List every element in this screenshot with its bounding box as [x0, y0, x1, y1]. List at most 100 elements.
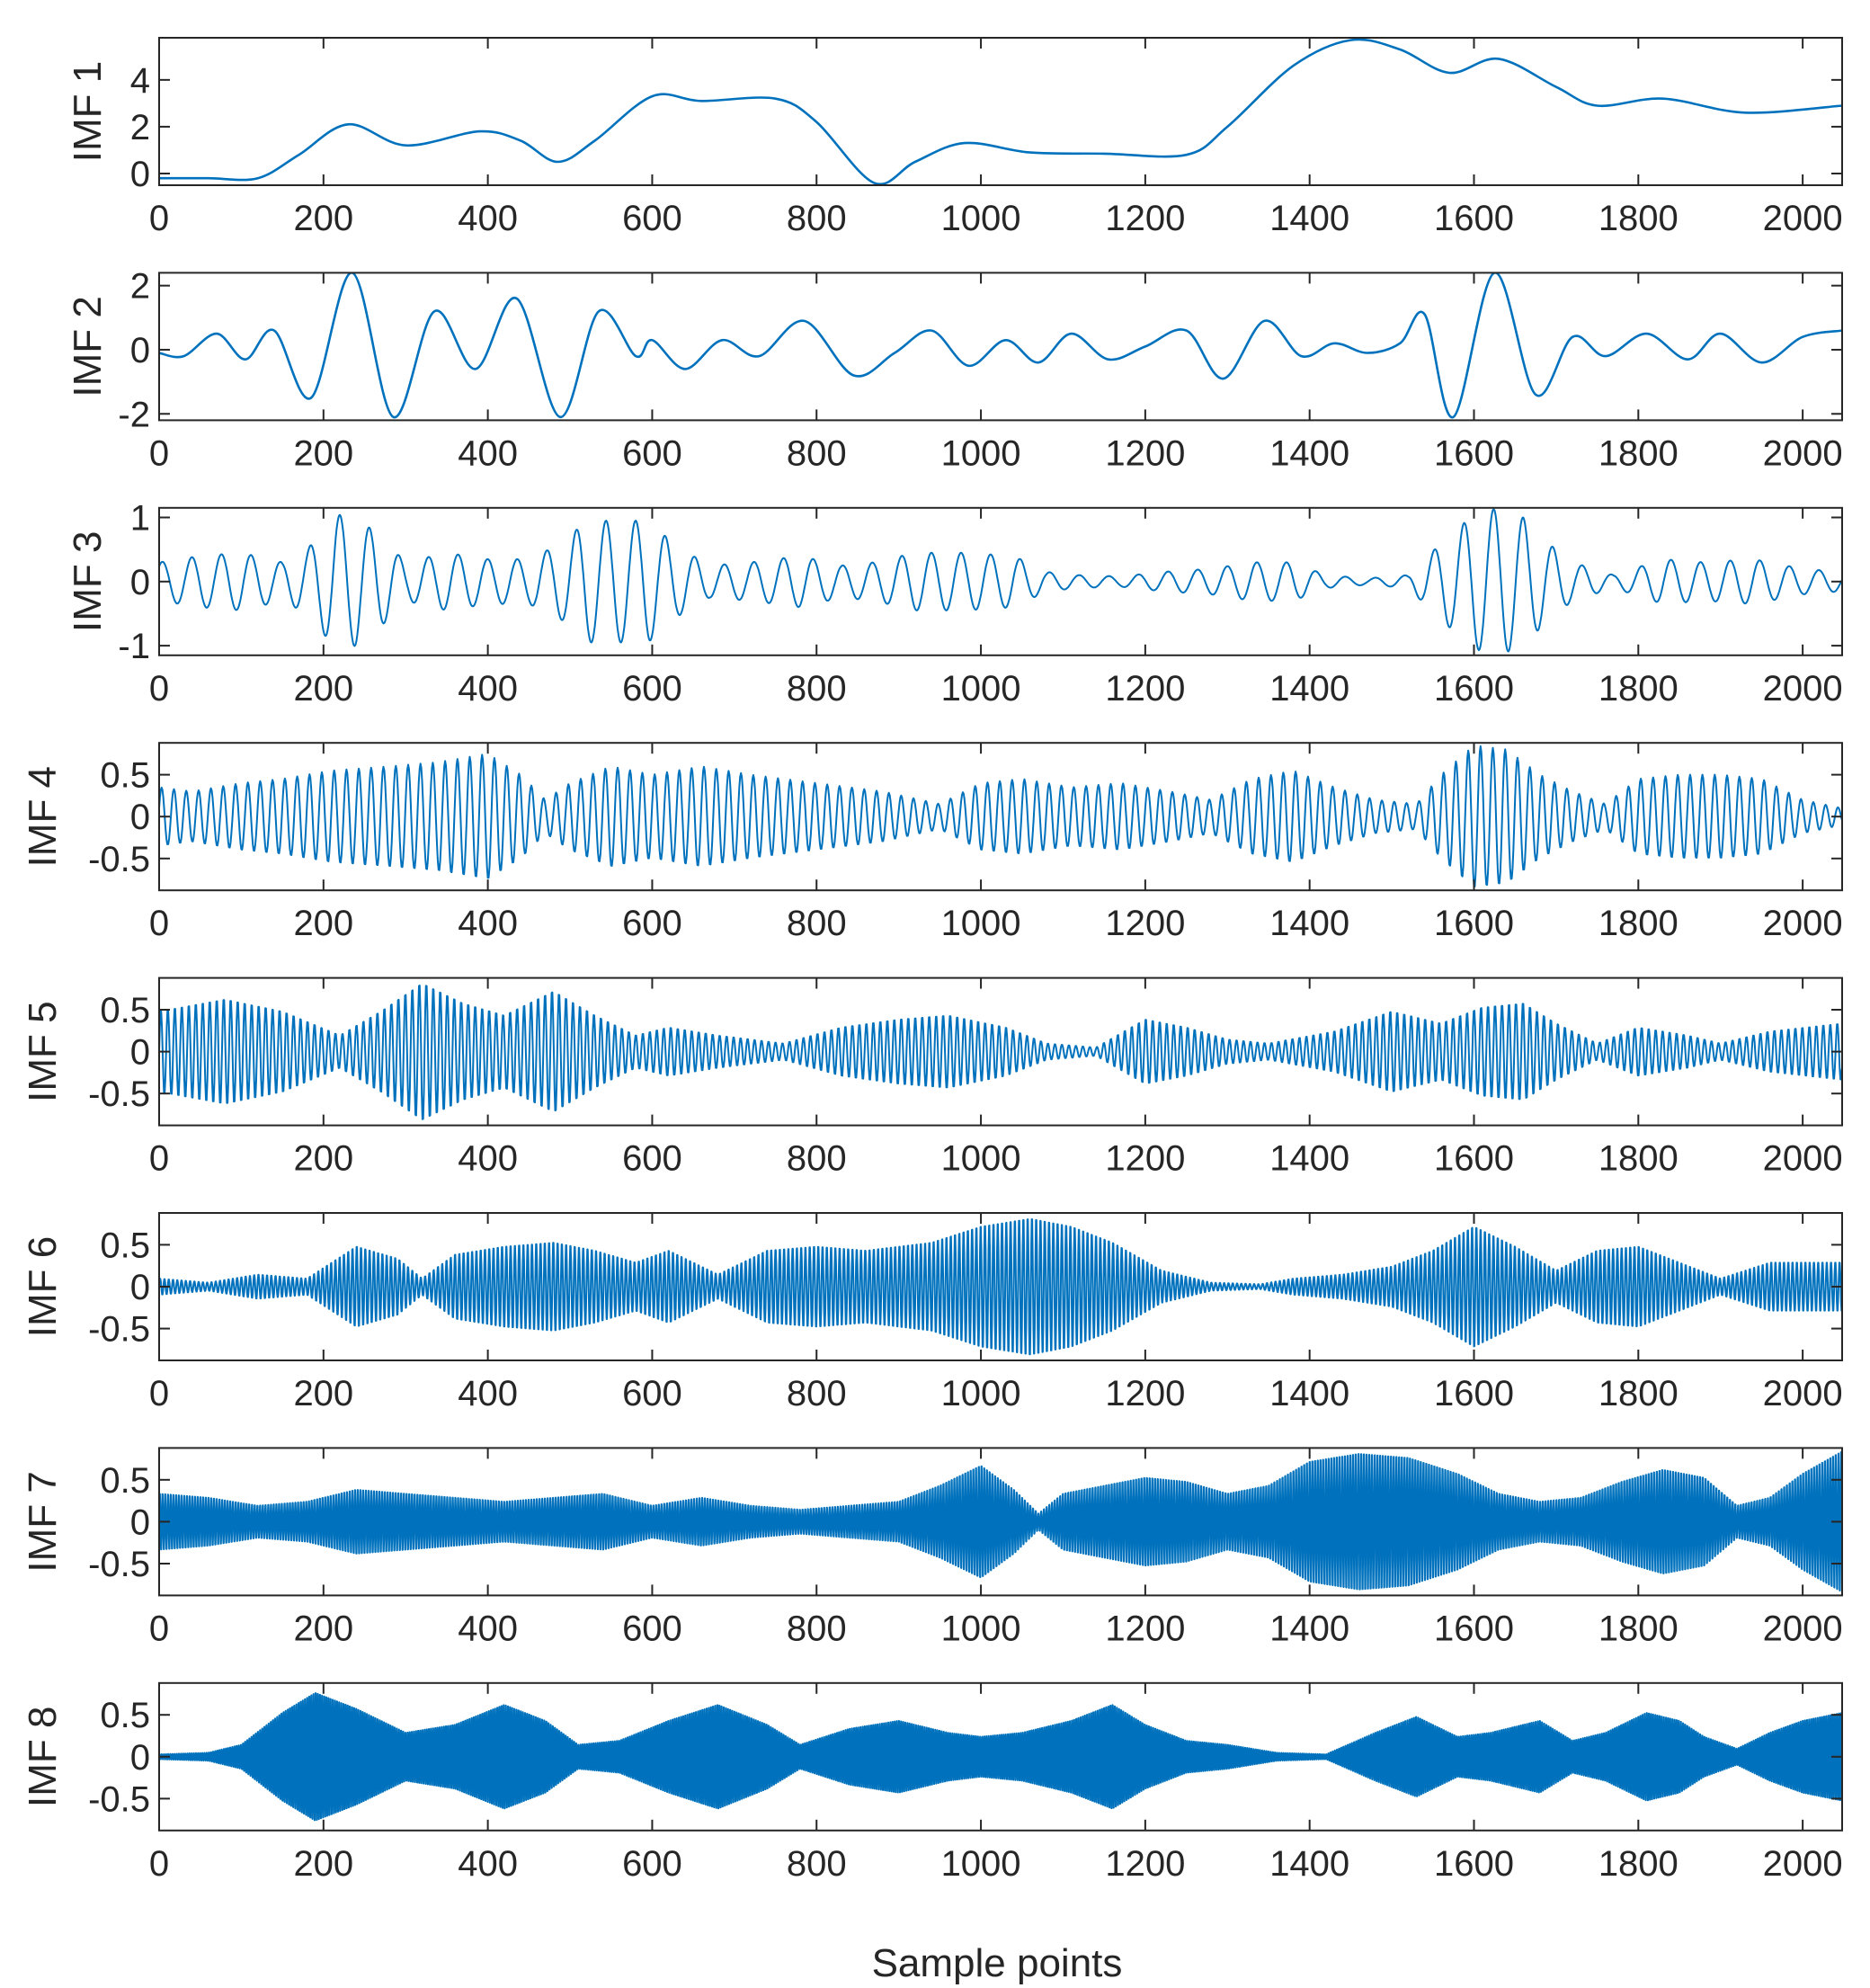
- x-tick-label: 1800: [1598, 433, 1679, 473]
- x-tick-label: 1400: [1269, 433, 1349, 473]
- x-tick-label: 1800: [1598, 199, 1679, 238]
- imf-signal-line: [159, 508, 1842, 653]
- x-tick-label: 1600: [1434, 1374, 1514, 1413]
- imf-panels: 0 200 400 600 800 1000 1200 1400 1600 1800 2000024…: [21, 37, 1843, 1884]
- x-tick-label: 1200: [1105, 1844, 1185, 1884]
- x-tick-label: 1200: [1105, 1609, 1185, 1648]
- y-axis-label: IMF 7: [21, 1471, 65, 1572]
- x-axis-label: Sample points: [872, 1941, 1123, 1985]
- x-tick-label: 2000: [1763, 1844, 1843, 1884]
- x-tick-label: 1600: [1434, 669, 1514, 709]
- x-tick-label: 1800: [1598, 1609, 1679, 1648]
- x-tick-label: 400: [458, 199, 518, 238]
- x-tick-label: 1000: [941, 433, 1021, 473]
- imf-signal-line: [159, 744, 1842, 887]
- y-tick-label: 4: [130, 61, 150, 101]
- y-tick-label: 0: [130, 1502, 150, 1542]
- x-tick-label: 1800: [1598, 1844, 1679, 1884]
- x-tick-label: 1600: [1434, 433, 1514, 473]
- imf-panel-3: 0 200 400 600 800 1000 1200 1400 1600 1800 2000-10…: [66, 498, 1843, 709]
- y-tick-label: -0.5: [88, 840, 150, 879]
- y-tick-label: 2: [130, 267, 150, 307]
- y-axis-label: IMF 1: [66, 61, 110, 162]
- imf-signal-line: [159, 985, 1842, 1120]
- x-tick-label: 400: [458, 1844, 518, 1884]
- x-tick-label: 0: [149, 1844, 169, 1884]
- x-tick-label: 1600: [1434, 1844, 1514, 1884]
- y-tick-label: -0.5: [88, 1074, 150, 1114]
- x-tick-label: 600: [622, 904, 682, 943]
- x-tick-label: 800: [787, 1374, 847, 1413]
- x-tick-label: 1200: [1105, 433, 1185, 473]
- y-tick-label: 0.5: [100, 1461, 150, 1501]
- imf-signal-line: [159, 38, 1842, 185]
- x-tick-label: 0: [149, 1139, 169, 1179]
- x-tick-label: 1800: [1598, 1139, 1679, 1179]
- x-tick-label: 1800: [1598, 904, 1679, 943]
- imf-panel-1: 0 200 400 600 800 1000 1200 1400 1600 1800 2000 0 2 4…: [66, 37, 1843, 238]
- y-axis-label: IMF 4: [21, 766, 65, 867]
- y-tick-label: -0.5: [88, 1545, 150, 1584]
- x-tick-label: 800: [787, 433, 847, 473]
- x-tick-label: 2000: [1763, 433, 1843, 473]
- x-tick-label: 0: [149, 1374, 169, 1413]
- x-tick-label: 1000: [941, 1374, 1021, 1413]
- x-tick-label: 1400: [1269, 904, 1349, 943]
- x-tick-label: 1000: [941, 1139, 1021, 1179]
- x-tick-label: 2000: [1763, 1139, 1843, 1179]
- x-tick-label: 200: [293, 904, 353, 943]
- x-tick-label: 2000: [1763, 1609, 1843, 1648]
- imf-panel-5: 0 200 400 600 800 1000 1200 1400 1600 1800 2000 -0.…: [21, 976, 1843, 1179]
- x-tick-label: 1600: [1434, 199, 1514, 238]
- y-tick-label: 0: [130, 331, 150, 370]
- y-axis-label: IMF 6: [21, 1236, 65, 1337]
- imf-signal-line: [159, 1692, 1842, 1822]
- y-axis-label: IMF 2: [66, 296, 110, 397]
- y-tick-label: 0: [130, 798, 150, 837]
- y-tick-label: 0.5: [100, 991, 150, 1030]
- y-tick-label: 1: [130, 498, 150, 538]
- y-tick-label: 2: [130, 108, 150, 147]
- imf-panel-2: 0 200 400 600 800 1000 1200 1400 1600 1800 2000-20…: [66, 267, 1843, 473]
- x-tick-label: 1400: [1269, 1844, 1349, 1884]
- x-tick-label: 2000: [1763, 199, 1843, 238]
- imf-panel-6: 0 200 400 600 800 1000 1200 1400 1600 1800 2000 -0.…: [21, 1212, 1843, 1413]
- x-tick-label: 400: [458, 433, 518, 473]
- imf-signal-line: [159, 272, 1842, 419]
- y-axis-label: IMF 5: [21, 1001, 65, 1101]
- x-tick-label: 1000: [941, 199, 1021, 238]
- x-tick-label: 800: [787, 199, 847, 238]
- y-tick-label: 0.5: [100, 756, 150, 796]
- x-tick-label: 600: [622, 199, 682, 238]
- x-tick-label: 0: [149, 199, 169, 238]
- x-tick-label: 1400: [1269, 199, 1349, 238]
- x-tick-label: 2000: [1763, 669, 1843, 709]
- x-tick-label: 600: [622, 1139, 682, 1179]
- x-tick-label: 800: [787, 1139, 847, 1179]
- y-tick-label: -0.5: [88, 1310, 150, 1350]
- y-axis-label: IMF 3: [66, 531, 110, 632]
- x-tick-label: 2000: [1763, 904, 1843, 943]
- x-tick-label: 0: [149, 433, 169, 473]
- x-tick-label: 1800: [1598, 1374, 1679, 1413]
- x-tick-label: 600: [622, 1609, 682, 1648]
- y-tick-label: 0: [130, 155, 150, 194]
- x-tick-label: 1600: [1434, 1609, 1514, 1648]
- x-tick-label: 200: [293, 1609, 353, 1648]
- x-tick-label: 200: [293, 669, 353, 709]
- x-tick-label: 0: [149, 904, 169, 943]
- x-tick-label: 1200: [1105, 669, 1185, 709]
- x-tick-label: 800: [787, 669, 847, 709]
- x-tick-label: 400: [458, 904, 518, 943]
- y-tick-label: -1: [118, 627, 150, 666]
- y-tick-label: 0: [130, 1738, 150, 1778]
- x-tick-label: 800: [787, 904, 847, 943]
- y-tick-label: 0.5: [100, 1696, 150, 1735]
- x-tick-label: 1600: [1434, 1139, 1514, 1179]
- x-tick-label: 1200: [1105, 1139, 1185, 1179]
- x-tick-label: 200: [293, 433, 353, 473]
- x-tick-label: 1200: [1105, 199, 1185, 238]
- y-tick-label: -0.5: [88, 1779, 150, 1819]
- x-tick-label: 400: [458, 1609, 518, 1648]
